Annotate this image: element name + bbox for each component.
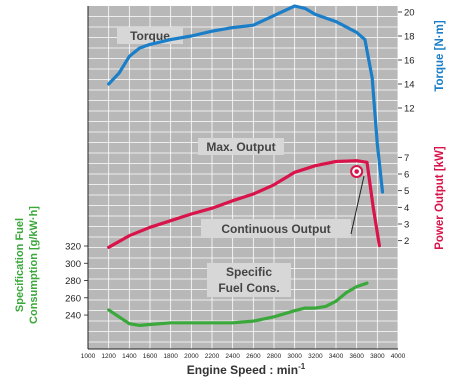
- fuel-axis-title-line1: Specification Fuel: [14, 218, 26, 312]
- fuel-tick-label: 280: [65, 276, 81, 287]
- x-tick-label: 2800: [267, 353, 282, 360]
- continuous-output-marker: [350, 165, 364, 178]
- torque-tick-label: 12: [404, 104, 415, 115]
- torque-tick-label: 14: [404, 80, 415, 91]
- power-tick-label: 3: [404, 220, 409, 231]
- torque-series-line: [107, 4, 385, 194]
- x-tick-label: 2200: [205, 353, 220, 360]
- max-output-label-box: Max. Output: [198, 138, 284, 155]
- x-tick-label: 3400: [329, 353, 344, 360]
- max-output-annotation: Max. Output: [206, 140, 275, 154]
- fuel-tick-label: 300: [65, 259, 81, 270]
- x-tick-label: 1400: [122, 353, 137, 360]
- fuel-tick-label: 240: [65, 311, 81, 322]
- series-layer: [107, 4, 385, 327]
- torque-tick-label: 16: [404, 56, 415, 67]
- fuel-cons-annotation-line2: Fuel Cons.: [218, 281, 279, 295]
- torque-axis-title: Torque [N·m]: [434, 20, 446, 92]
- x-axis-title: Engine Speed : min-1: [187, 362, 306, 377]
- x-tick-label: 4000: [391, 353, 406, 360]
- x-tick-label: 3600: [349, 353, 364, 360]
- x-tick-label: 1200: [101, 353, 116, 360]
- x-tick-label: 2000: [184, 353, 199, 360]
- x-tick-label: 3000: [287, 353, 302, 360]
- power-series-line: [107, 159, 381, 249]
- x-tick-label: 1600: [143, 353, 158, 360]
- fuel-tick-label: 320: [65, 242, 81, 253]
- x-tick-label: 2400: [225, 353, 240, 360]
- torque-label-box: Torque: [117, 27, 183, 44]
- fuel-cons-label-box: Specific Fuel Cons.: [207, 263, 291, 297]
- torque-annotation: Torque: [130, 29, 170, 43]
- tick-labels: 1000 1200 1400 1600 1800 2000 2200 2400 2600 2800…: [65, 8, 414, 361]
- power-tick-label: 2: [404, 236, 409, 247]
- fuel-tick-label: 260: [65, 293, 81, 304]
- torque-tick-label: 20: [404, 8, 415, 19]
- plot-background: [88, 6, 398, 349]
- fuel-cons-annotation-line1: Specific: [226, 265, 272, 279]
- power-tick-label: 7: [404, 153, 409, 164]
- continuous-output-annotation: Continuous Output: [221, 222, 330, 236]
- continuous-output-label-box: Continuous Output: [201, 219, 351, 238]
- continuous-output-marker-dot: [354, 169, 359, 174]
- x-tick-label: 1800: [163, 353, 178, 360]
- x-tick-label: 3800: [370, 353, 385, 360]
- continuous-output-leader: [350, 175, 365, 235]
- power-tick-label: 4: [404, 203, 409, 214]
- power-tick-label: 6: [404, 170, 409, 181]
- x-tick-label: 2600: [246, 353, 261, 360]
- fuel-series-line: [107, 281, 369, 327]
- torque-tick-label: 18: [404, 32, 415, 43]
- power-axis-title: Power Output [kW]: [434, 146, 446, 250]
- power-tick-label: 5: [404, 186, 409, 197]
- fuel-axis-title-line2: Consumption [g/kW·h]: [28, 206, 40, 324]
- x-tick-label: 1000: [81, 353, 96, 360]
- x-tick-label: 3200: [308, 353, 323, 360]
